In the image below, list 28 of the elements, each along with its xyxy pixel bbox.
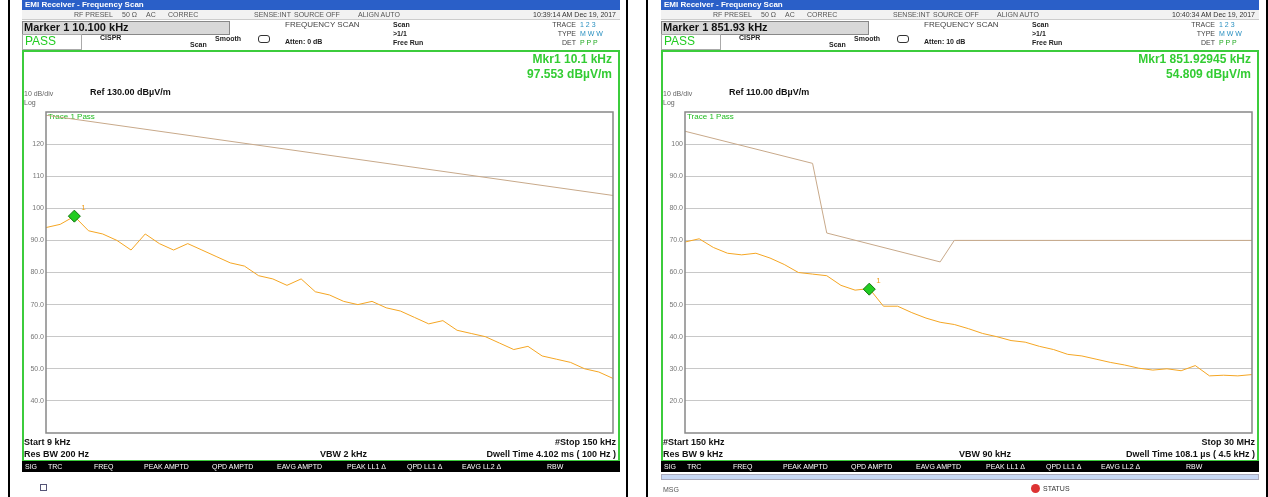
- annotation: 1: [876, 276, 882, 286]
- text: Marker 1 851.93 kHz: [663, 21, 768, 33]
- text: #Stop 150 kHz: [554, 437, 616, 447]
- text: EMI Receiver - Frequency Scan: [25, 0, 144, 9]
- text: Res BW 200 Hz: [24, 449, 90, 459]
- annotation: Trace 1 Pass: [48, 112, 95, 121]
- text: PASS: [25, 34, 57, 48]
- text: EMI Receiver - Frequency Scan: [664, 0, 783, 9]
- text: Res BW 9 kHz: [663, 449, 724, 459]
- text: Start 9 kHz: [24, 437, 71, 447]
- text: Marker 1 10.100 kHz: [24, 21, 129, 33]
- text: Stop 30 MHz: [1201, 437, 1255, 447]
- text: Dwell Time 108.1 µs ( 4.5 kHz ): [1125, 449, 1255, 459]
- text: PASS: [664, 34, 696, 48]
- text: FREQUENCY SCAN: [924, 20, 999, 29]
- text: Mkr1 10.1 kHz: [532, 52, 612, 66]
- text: 54.809 dBµV/m: [1166, 67, 1251, 81]
- text: 97.553 dBµV/m: [527, 67, 612, 81]
- text: #Start 150 kHz: [663, 437, 725, 447]
- text: VBW 2 kHz: [320, 449, 368, 459]
- text: Dwell Time 4.102 ms ( 100 Hz ): [486, 449, 616, 459]
- annotation: Trace 1 Pass: [687, 112, 734, 121]
- text: Mkr1 851.92945 kHz: [1138, 52, 1251, 66]
- text: Ref 110.00 dBµV/m: [729, 87, 810, 97]
- text: Ref 130.00 dBµV/m: [90, 87, 171, 97]
- text: VBW 90 kHz: [959, 449, 1012, 459]
- text: FREQUENCY SCAN: [285, 20, 360, 29]
- annotation: 1: [81, 203, 87, 213]
